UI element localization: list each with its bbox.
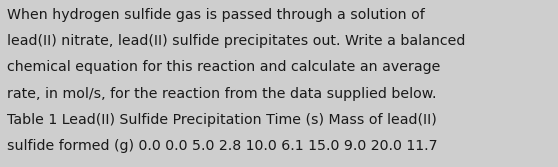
- Text: When hydrogen sulfide gas is passed through a solution of: When hydrogen sulfide gas is passed thro…: [7, 8, 425, 22]
- Text: sulfide formed (g) 0.0 0.0 5.0 2.8 10.0 6.1 15.0 9.0 20.0 11.7: sulfide formed (g) 0.0 0.0 5.0 2.8 10.0 …: [7, 139, 437, 153]
- Text: Table 1 Lead(II) Sulfide Precipitation Time (s) Mass of lead(II): Table 1 Lead(II) Sulfide Precipitation T…: [7, 113, 436, 127]
- Text: chemical equation for this reaction and calculate an average: chemical equation for this reaction and …: [7, 60, 440, 74]
- Text: rate, in mol/s, for the reaction from the data supplied below.: rate, in mol/s, for the reaction from th…: [7, 87, 436, 101]
- Text: lead(II) nitrate, lead(II) sulfide precipitates out. Write a balanced: lead(II) nitrate, lead(II) sulfide preci…: [7, 34, 465, 48]
